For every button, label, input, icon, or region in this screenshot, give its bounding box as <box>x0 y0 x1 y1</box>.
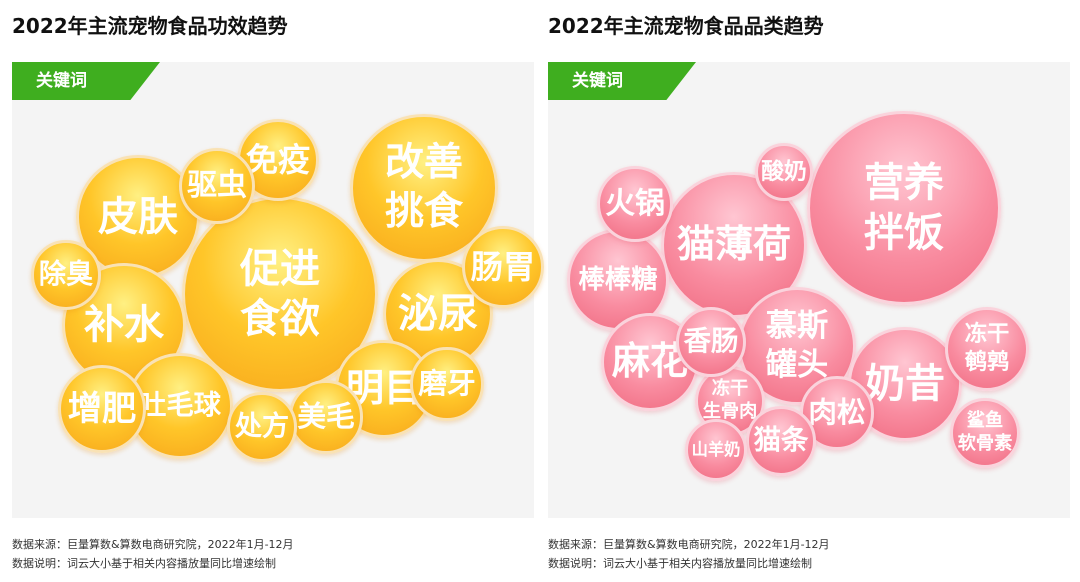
category-bubble: 酸奶 <box>754 142 814 202</box>
bubble-label: 增肥 <box>67 388 137 429</box>
efficacy-bubble-card: 促进 食欲 改善 挑食 皮肤 补水 泌尿 吐毛球 明目 增肥 肠胃 免疫 驱虫 磨牙 美毛 除臭 处方 关键… <box>12 62 545 518</box>
bubble-label: 冻干 鹌鹑 <box>964 321 1010 375</box>
category-keyword-tag: 关键词 <box>548 62 696 100</box>
bubble-label: 肉松 <box>808 395 866 430</box>
efficacy-bubble-cloud: 促进 食欲 改善 挑食 皮肤 补水 泌尿 吐毛球 明目 增肥 肠胃 免疫 驱虫 磨牙 美毛 除臭 处方 <box>12 62 545 518</box>
bubble-label: 处方 <box>234 411 290 443</box>
category-chart-title: 2022年主流宠物食品品类趋势 <box>548 14 824 38</box>
efficacy-keyword-tag: 关键词 <box>12 62 160 100</box>
category-bubble: 冻干 鹌鹑 <box>944 306 1030 392</box>
bubble-label: 麻花 <box>611 339 689 384</box>
efficacy-data-note: 数据说明：词云大小基于相关内容播放量同比增速绘制 <box>12 557 276 570</box>
category-data-source: 数据来源：巨量算数&算数电商研究院，2022年1月-12月 <box>548 538 830 551</box>
bubble-label: 奶昔 <box>864 360 945 407</box>
efficacy-bubble: 磨牙 <box>410 347 484 421</box>
bubble-label: 吐毛球 <box>139 389 221 421</box>
bubble-label: 山羊奶 <box>691 439 741 459</box>
bubble-label: 除臭 <box>38 259 94 291</box>
efficacy-bubble: 处方 <box>227 392 297 462</box>
bubble-label: 香肠 <box>683 325 739 357</box>
bubble-label: 驱虫 <box>187 168 247 204</box>
bubble-label: 改善 挑食 <box>385 140 463 234</box>
category-bubble: 香肠 <box>675 306 747 378</box>
category-bubble: 猫条 <box>745 405 817 477</box>
efficacy-bubble: 美毛 <box>289 380 363 454</box>
bubble-label: 促进 食欲 <box>240 246 320 342</box>
bubble-label: 冻干 生骨肉 <box>702 378 758 422</box>
bubble-label: 慕斯 罐头 <box>765 307 829 383</box>
efficacy-bubble: 除臭 <box>31 240 101 310</box>
bubble-label: 棒棒糖 <box>578 264 658 296</box>
category-bubble: 鲨鱼 软骨素 <box>949 397 1021 469</box>
category-trend-panel: 2022年主流宠物食品品类趋势 营养 拌饭猫薄荷慕斯 罐头 奶昔 棒棒糖麻花 冻干 鹌… <box>548 0 1070 582</box>
efficacy-data-source: 数据来源：巨量算数&算数电商研究院，2022年1月-12月 <box>12 538 294 551</box>
efficacy-chart-title: 2022年主流宠物食品功效趋势 <box>12 14 288 38</box>
bubble-label: 泌尿 <box>397 290 478 337</box>
bubble-label: 鲨鱼 软骨素 <box>957 410 1013 454</box>
efficacy-bubble: 促进 食欲 <box>182 196 378 392</box>
efficacy-trend-panel: 2022年主流宠物食品功效趋势 促进 食欲 改善 挑食 皮肤 补水 泌尿 吐毛球 明目 增肥肠… <box>12 0 545 582</box>
category-bubble: 山羊奶 <box>684 418 748 482</box>
category-bubble: 营养 拌饭 <box>807 111 1001 305</box>
bubble-label: 皮肤 <box>97 193 178 240</box>
bubble-label: 美毛 <box>297 399 355 434</box>
category-bubble: 奶昔 <box>848 327 962 441</box>
category-bubble-card: 营养 拌饭猫薄荷慕斯 罐头 奶昔 棒棒糖麻花 冻干 鹌鹑肉松 火锅冻干 生骨肉 香肠猫条 鲨… <box>548 62 1070 518</box>
category-bubble: 肉松 <box>800 376 874 450</box>
bubble-label: 肠胃 <box>470 247 536 286</box>
efficacy-bubble: 增肥 <box>58 365 146 453</box>
bubble-label: 补水 <box>83 301 164 348</box>
bubble-label: 磨牙 <box>418 366 476 401</box>
category-data-note: 数据说明：词云大小基于相关内容播放量同比增速绘制 <box>548 557 812 570</box>
bubble-label: 酸奶 <box>761 158 807 185</box>
bubble-label: 免疫 <box>245 140 311 179</box>
bubble-label: 猫薄荷 <box>676 222 791 267</box>
efficacy-bubble: 驱虫 <box>178 147 256 225</box>
bubble-label: 火锅 <box>605 186 665 222</box>
bubble-label: 猫条 <box>753 424 809 456</box>
efficacy-bubble: 肠胃 <box>461 225 545 309</box>
category-bubble: 火锅 <box>596 165 674 243</box>
bubble-label: 营养 拌饭 <box>864 160 944 256</box>
category-bubble-cloud: 营养 拌饭猫薄荷慕斯 罐头 奶昔 棒棒糖麻花 冻干 鹌鹑肉松 火锅冻干 生骨肉 香肠猫条 鲨… <box>548 62 1070 518</box>
